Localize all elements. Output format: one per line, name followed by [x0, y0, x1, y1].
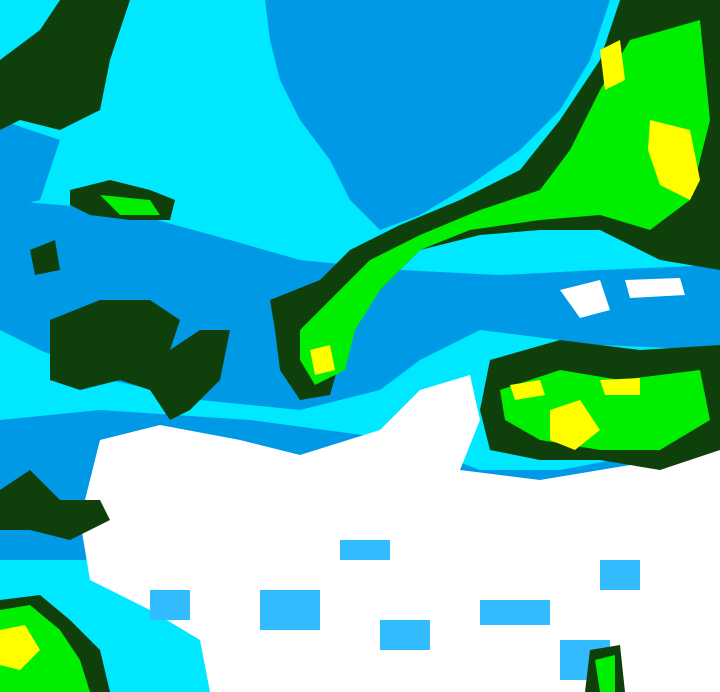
green-regions: [0, 20, 710, 692]
deep-blue-left-edge: [0, 120, 60, 210]
light-blue-speckles: [150, 540, 640, 680]
white-patch-east: [560, 280, 610, 318]
white-region-south: [80, 375, 720, 692]
yellow-regions: [0, 40, 700, 670]
deep-blue-region-north: [265, 0, 610, 230]
white-patch-east-2: [625, 278, 685, 298]
